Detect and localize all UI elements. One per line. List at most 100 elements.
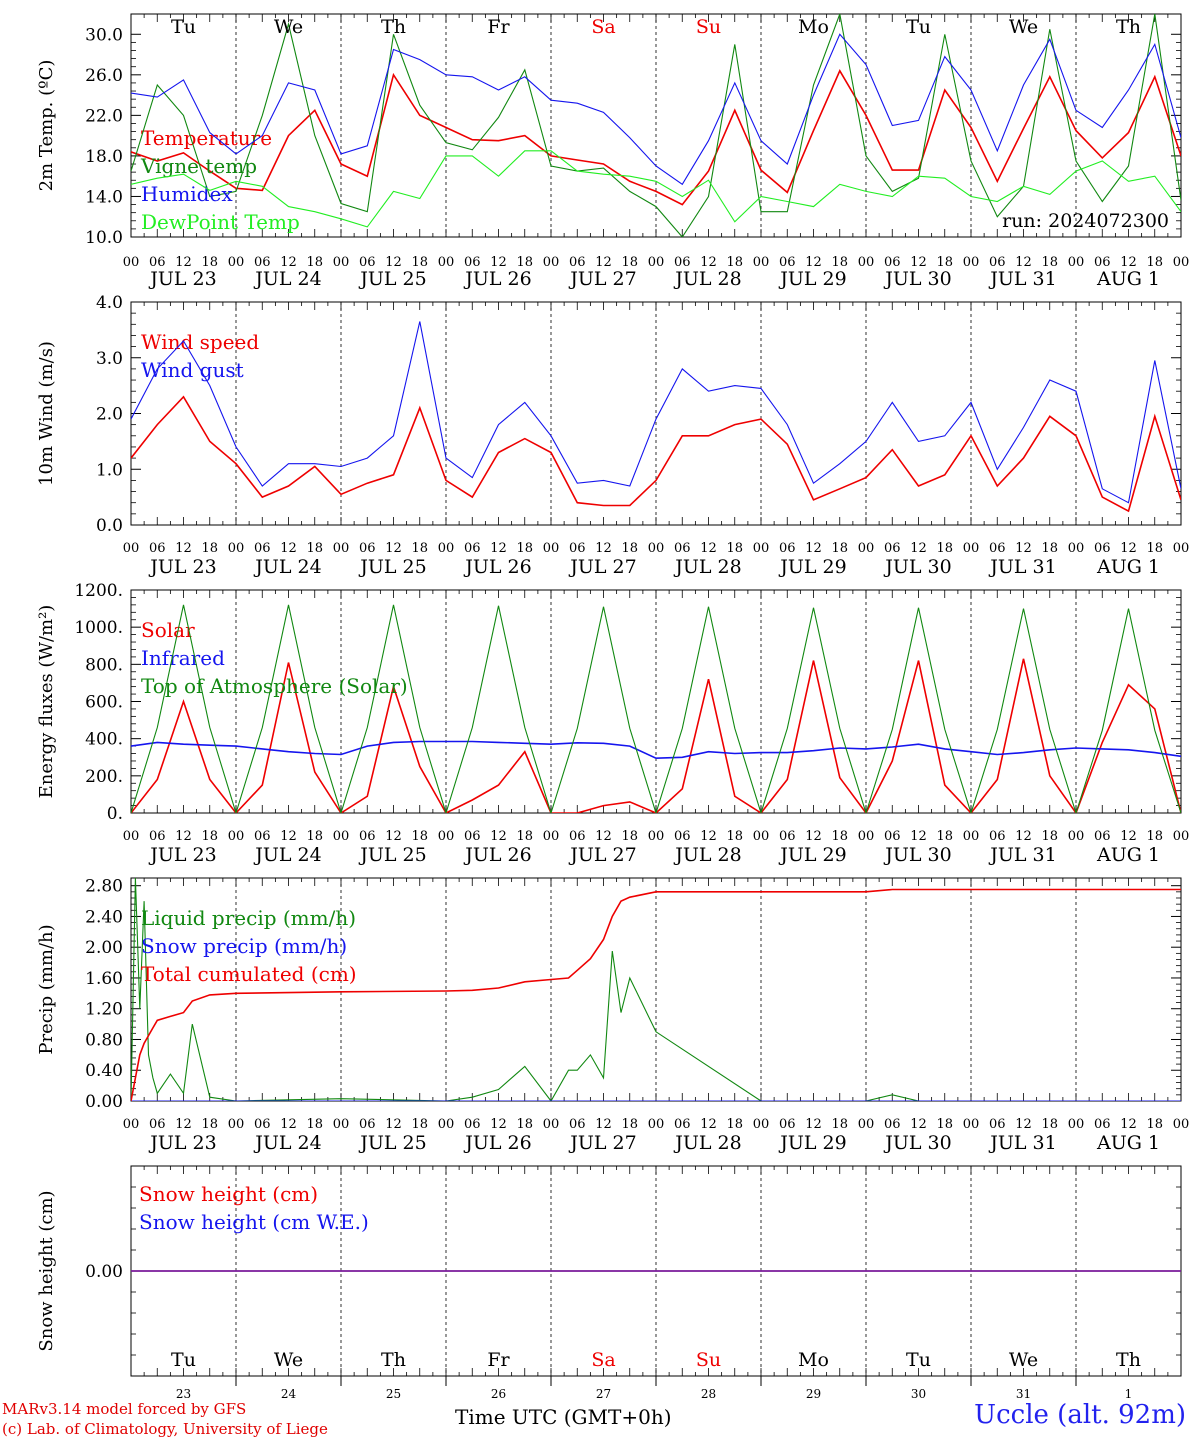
legend-entry: Humidex <box>141 182 233 206</box>
hour-tick-label: 12 <box>700 541 717 556</box>
hour-tick-label: 18 <box>621 541 638 556</box>
hour-tick-label: 00 <box>333 829 350 844</box>
y-tick-label: 2.00 <box>85 938 123 958</box>
hour-tick-label: 12 <box>280 541 297 556</box>
day-label: JUL 26 <box>463 268 531 290</box>
hour-tick-label: 12 <box>1120 255 1137 270</box>
hour-tick-label: 00 <box>753 829 770 844</box>
hour-tick-label: 00 <box>858 1117 875 1132</box>
day-label: JUL 24 <box>253 1132 321 1154</box>
hour-tick-label: 06 <box>569 255 586 270</box>
hour-tick-label: 12 <box>175 1117 192 1132</box>
hour-tick-label: 06 <box>884 1117 901 1132</box>
hour-tick-label: 06 <box>359 541 376 556</box>
series-wind-speed <box>131 395 1181 513</box>
hour-tick-label: 00 <box>963 255 980 270</box>
station-label: Uccle (alt. 92m) <box>974 1400 1186 1430</box>
hour-tick-label: 18 <box>936 829 953 844</box>
legend-entry: Total cumulated (cm) <box>141 962 357 986</box>
hour-tick-label: 06 <box>779 1117 796 1132</box>
day-number-label: 23 <box>176 1387 191 1401</box>
y-axis-label: Snow height (cm) <box>36 1190 57 1351</box>
y-axis-label: Energy fluxes (W/m²) <box>36 605 57 799</box>
hour-tick-label: 00 <box>753 255 770 270</box>
hour-tick-label: 18 <box>1146 541 1163 556</box>
day-label: JUL 26 <box>463 556 531 578</box>
hour-tick-label: 18 <box>831 541 848 556</box>
hour-tick-label: 12 <box>385 541 402 556</box>
y-tick-label: 400. <box>85 730 123 750</box>
hour-tick-label: 06 <box>779 541 796 556</box>
hour-tick-label: 18 <box>831 255 848 270</box>
day-label: JUL 26 <box>463 844 531 866</box>
hour-tick-label: 00 <box>228 255 245 270</box>
hour-tick-label: 18 <box>306 541 323 556</box>
series-dewpoint-temp <box>131 150 1181 228</box>
hour-tick-label: 00 <box>543 829 560 844</box>
hour-tick-label: 18 <box>1041 541 1058 556</box>
day-label: JUL 30 <box>883 844 951 866</box>
day-label: JUL 31 <box>988 844 1056 866</box>
day-label: JUL 23 <box>148 1132 216 1154</box>
hour-tick-label: 06 <box>989 1117 1006 1132</box>
y-axis-label: Precip (mm/h) <box>36 924 57 1054</box>
hour-tick-label: 00 <box>333 541 350 556</box>
hour-tick-label: 12 <box>595 541 612 556</box>
weekday-label: Fr <box>487 16 510 38</box>
hour-tick-label: 00 <box>1173 829 1190 844</box>
hour-tick-label: 00 <box>1173 1117 1190 1132</box>
hour-tick-label: 18 <box>726 1117 743 1132</box>
hour-tick-label: 12 <box>175 829 192 844</box>
series-solar <box>131 658 1181 813</box>
hour-tick-label: 00 <box>1068 1117 1085 1132</box>
day-label: JUL 23 <box>148 556 216 578</box>
y-tick-label: 2.80 <box>85 877 123 897</box>
y-tick-label: 1.60 <box>85 969 123 989</box>
hour-tick-label: 06 <box>569 1117 586 1132</box>
weekday-label: Fr <box>487 1349 510 1371</box>
hour-tick-label: 06 <box>254 255 271 270</box>
weekday-label: Sa <box>591 16 615 38</box>
hour-tick-label: 18 <box>411 829 428 844</box>
hour-tick-label: 00 <box>123 541 140 556</box>
hour-tick-label: 06 <box>674 1117 691 1132</box>
day-number-label: 1 <box>1125 1387 1133 1401</box>
day-label: JUL 31 <box>988 1132 1056 1154</box>
weekday-label: Su <box>696 16 721 38</box>
hour-tick-label: 12 <box>385 255 402 270</box>
hour-tick-label: 06 <box>464 541 481 556</box>
hour-tick-label: 00 <box>543 1117 560 1132</box>
hour-tick-label: 00 <box>333 1117 350 1132</box>
plot-frame <box>130 301 1182 526</box>
weekday-label: Th <box>381 1349 406 1371</box>
hour-tick-label: 00 <box>648 829 665 844</box>
hour-tick-label: 06 <box>569 829 586 844</box>
day-label: JUL 25 <box>358 268 426 290</box>
hour-tick-label: 00 <box>123 255 140 270</box>
plot-frame <box>130 589 1182 814</box>
hour-tick-label: 18 <box>936 255 953 270</box>
hour-tick-label: 00 <box>123 829 140 844</box>
hour-tick-label: 12 <box>280 1117 297 1132</box>
day-number-label: 24 <box>281 1387 297 1401</box>
hour-tick-label: 00 <box>648 255 665 270</box>
day-label: JUL 25 <box>358 844 426 866</box>
legend-entry: Liquid precip (mm/h) <box>141 906 356 930</box>
hour-tick-label: 00 <box>963 1117 980 1132</box>
y-tick-label: 18.0 <box>85 147 123 167</box>
day-label: JUL 27 <box>568 268 636 290</box>
series-infrared <box>131 740 1181 760</box>
hour-tick-label: 06 <box>1094 1117 1111 1132</box>
hour-tick-label: 00 <box>438 541 455 556</box>
hour-tick-label: 06 <box>779 829 796 844</box>
weekday-label: We <box>1009 16 1038 38</box>
series-total-cumulated-cm- <box>131 888 1181 1101</box>
hour-tick-label: 00 <box>1173 541 1190 556</box>
hour-tick-label: 12 <box>595 255 612 270</box>
day-label: AUG 1 <box>1096 556 1160 578</box>
day-label: JUL 28 <box>673 1132 741 1154</box>
hour-tick-label: 06 <box>464 1117 481 1132</box>
hour-tick-label: 12 <box>280 829 297 844</box>
hour-tick-label: 06 <box>149 541 166 556</box>
panel-5: 0.00 Snow height (cm) Snow height (cm) Snow… <box>36 1165 1182 1377</box>
